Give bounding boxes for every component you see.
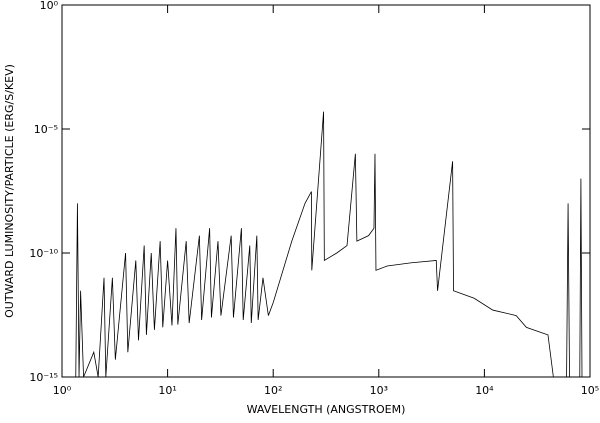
x-tick-label: 10² [264, 384, 282, 397]
y-tick-label: 10⁻¹⁰ [29, 247, 58, 260]
x-tick-label: 10⁴ [475, 384, 494, 397]
y-axis-label: OUTWARD LUMINOSITY/PARTICLE (ERG/S/KEV) [3, 64, 16, 318]
x-tick-label: 10¹ [158, 384, 176, 397]
spectrum-line [75, 111, 583, 378]
x-tick-label: 10⁰ [53, 384, 72, 397]
x-tick-label: 10⁵ [581, 384, 599, 397]
x-axis-label: WAVELENGTH (ANGSTROEM) [247, 403, 406, 416]
y-tick-label: 10⁻¹⁵ [29, 371, 58, 384]
x-tick-label: 10³ [370, 384, 388, 397]
y-tick-label: 10⁻⁵ [34, 123, 58, 136]
y-tick-label: 10⁰ [40, 0, 59, 12]
plot-frame [61, 4, 591, 378]
